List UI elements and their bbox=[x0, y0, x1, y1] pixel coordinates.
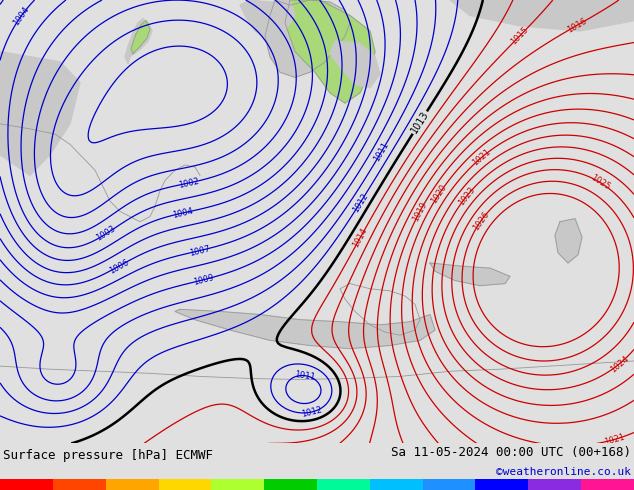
Bar bbox=[211, 479, 264, 490]
Bar bbox=[423, 479, 476, 490]
Text: 1009: 1009 bbox=[192, 273, 215, 287]
Polygon shape bbox=[0, 51, 80, 175]
Text: 1004: 1004 bbox=[11, 4, 31, 27]
Bar bbox=[264, 479, 317, 490]
Text: 1012: 1012 bbox=[351, 191, 370, 214]
Polygon shape bbox=[285, 0, 375, 103]
Text: 1002: 1002 bbox=[178, 176, 200, 190]
Text: 1011: 1011 bbox=[372, 140, 391, 163]
Polygon shape bbox=[330, 41, 380, 88]
Text: 1011: 1011 bbox=[294, 370, 316, 382]
Text: 1021: 1021 bbox=[604, 432, 626, 446]
Text: 1020: 1020 bbox=[429, 183, 448, 205]
Text: 1016: 1016 bbox=[566, 16, 588, 35]
Polygon shape bbox=[175, 309, 435, 348]
Text: 1015: 1015 bbox=[510, 25, 531, 47]
Polygon shape bbox=[450, 0, 634, 31]
Text: 1024: 1024 bbox=[608, 354, 630, 374]
Text: 1004: 1004 bbox=[171, 206, 193, 220]
Text: 1019: 1019 bbox=[411, 200, 429, 223]
Bar bbox=[581, 479, 634, 490]
Bar bbox=[53, 479, 106, 490]
Text: 1003: 1003 bbox=[94, 224, 117, 243]
Text: 1014: 1014 bbox=[351, 226, 370, 248]
Text: ©weatheronline.co.uk: ©weatheronline.co.uk bbox=[496, 467, 631, 477]
Polygon shape bbox=[240, 0, 295, 41]
Polygon shape bbox=[555, 219, 582, 263]
Polygon shape bbox=[131, 21, 150, 53]
Text: 1025: 1025 bbox=[589, 173, 612, 192]
Text: 1021: 1021 bbox=[470, 147, 492, 168]
Bar bbox=[528, 479, 581, 490]
Text: 1026: 1026 bbox=[471, 209, 491, 232]
Text: Sa 11-05-2024 00:00 UTC (00+168): Sa 11-05-2024 00:00 UTC (00+168) bbox=[391, 446, 631, 459]
Text: 1013: 1013 bbox=[409, 109, 430, 136]
Text: 1007: 1007 bbox=[188, 244, 210, 258]
Polygon shape bbox=[125, 19, 152, 64]
Text: 1023: 1023 bbox=[456, 185, 477, 207]
Text: Surface pressure [hPa] ECMWF: Surface pressure [hPa] ECMWF bbox=[3, 449, 213, 463]
Bar bbox=[158, 479, 211, 490]
Text: 1012: 1012 bbox=[301, 405, 323, 419]
Bar bbox=[106, 479, 158, 490]
Text: 1006: 1006 bbox=[107, 257, 130, 275]
Bar bbox=[317, 479, 370, 490]
Bar bbox=[370, 479, 423, 490]
Polygon shape bbox=[265, 0, 350, 77]
Bar bbox=[476, 479, 528, 490]
Polygon shape bbox=[430, 263, 510, 286]
Bar bbox=[0, 479, 53, 490]
